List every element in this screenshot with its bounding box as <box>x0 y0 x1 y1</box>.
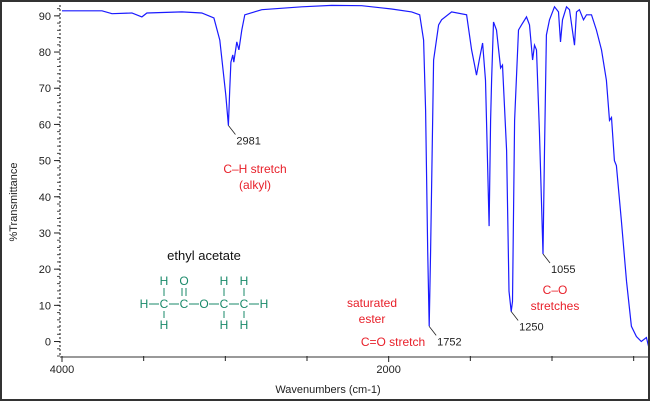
y-tick-label: 50 <box>39 156 51 168</box>
y-tick-label: 30 <box>39 228 51 240</box>
atom-c: C <box>180 297 189 311</box>
atom-h: H <box>220 274 229 288</box>
y-tick-label: 0 <box>45 337 51 349</box>
ethyl-acetate-structure: H O H H H C C O C C H H H H <box>140 274 269 332</box>
y-tick-label: 80 <box>39 47 51 59</box>
compound-name: ethyl acetate <box>167 248 241 263</box>
y-tick-label: 10 <box>39 300 51 312</box>
y-tick-label: 70 <box>39 83 51 95</box>
annotation-co-stretches: stretches <box>531 299 580 313</box>
annotation-alkyl: (alkyl) <box>239 178 271 192</box>
annotation-ester: ester <box>359 312 386 326</box>
atom-c: C <box>160 297 169 311</box>
x-tick-label: 2000 <box>376 364 400 376</box>
y-tick-label: 60 <box>39 119 51 131</box>
peak-leader-line <box>510 311 519 321</box>
annotation-saturated: saturated <box>347 296 397 310</box>
atom-h: H <box>240 274 249 288</box>
y-tick-label: 90 <box>39 11 51 23</box>
peak-leader-line <box>428 326 437 336</box>
atom-o: O <box>179 274 188 288</box>
peak-label: 1250 <box>519 321 543 333</box>
atom-h: H <box>140 297 149 311</box>
y-axis: 0 10 20 30 40 50 60 70 80 90 <box>39 5 61 357</box>
y-axis-label: %Transmittance <box>8 162 20 241</box>
x-tick-label: 4000 <box>50 364 74 376</box>
x-axis: 4000 2000 <box>50 356 648 376</box>
peak-label: 1055 <box>551 264 575 276</box>
atom-h: H <box>160 274 169 288</box>
peak-label: 1752 <box>437 336 461 348</box>
y-tick-label: 40 <box>39 192 51 204</box>
atom-h: H <box>260 297 269 311</box>
atom-o: O <box>199 297 208 311</box>
peak-label: 2981 <box>236 135 260 147</box>
atom-c: C <box>240 297 249 311</box>
atom-h: H <box>240 318 249 332</box>
annotation-ch-stretch: C–H stretch <box>223 162 286 176</box>
peak-leader-line <box>542 253 551 264</box>
x-axis-label: Wavenumbers (cm-1) <box>275 384 380 396</box>
peak-leader-line <box>228 125 236 135</box>
y-tick-label: 20 <box>39 264 51 276</box>
atom-h: H <box>160 318 169 332</box>
atom-h: H <box>220 318 229 332</box>
atom-c: C <box>220 297 229 311</box>
annotation-co: C–O <box>543 283 568 297</box>
annotation-co-double-stretch: C=O stretch <box>361 335 425 349</box>
peak-labels: 2981 1752 1250 1055 <box>228 125 576 348</box>
spectrum-line <box>62 4 648 347</box>
